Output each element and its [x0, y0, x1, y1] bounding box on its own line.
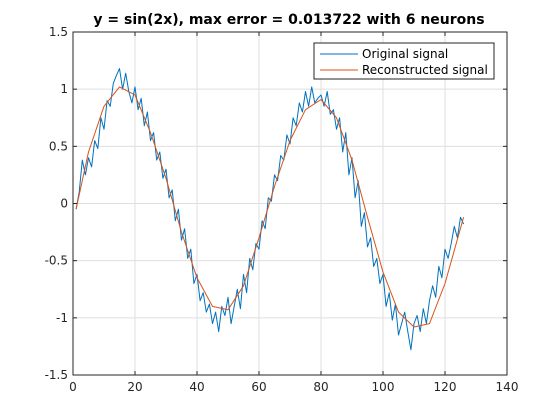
x-tick-label: 120 [434, 380, 457, 394]
y-tick-label: 0 [60, 197, 68, 211]
series-line-2 [75, 86, 465, 328]
series-line-1 [75, 68, 465, 351]
legend-label-1: Original signal [362, 47, 448, 61]
x-tick-label: 100 [372, 380, 395, 394]
legend-label-2: Reconstructed signal [362, 63, 488, 77]
chart-title: y = sin(2x), max error = 0.013722 with 6… [93, 12, 484, 28]
x-tick-label: 40 [189, 380, 204, 394]
legend-box [313, 42, 495, 80]
x-tick-label: 20 [127, 380, 142, 394]
axes: 0 20 40 60 80 100 120 140 -1.5 -1 -0.5 0 0.5 1 1.5 [45, 25, 519, 394]
y-tick-label: -1.5 [45, 368, 68, 382]
legend: Original signal Reconstructed signal [313, 42, 495, 80]
y-tick-label: 1 [60, 82, 68, 96]
y-tick-label: -1 [56, 311, 68, 325]
x-tick-label: 140 [496, 380, 519, 394]
y-tick-label: 1.5 [49, 25, 68, 39]
x-tick-label: 80 [313, 380, 328, 394]
y-tick-label: -0.5 [45, 254, 68, 268]
grid-lines [73, 32, 507, 375]
x-tick-label: 60 [251, 380, 266, 394]
y-tick-label: 0.5 [49, 139, 68, 153]
x-tick-label: 0 [69, 380, 77, 394]
series-layer [75, 68, 465, 351]
